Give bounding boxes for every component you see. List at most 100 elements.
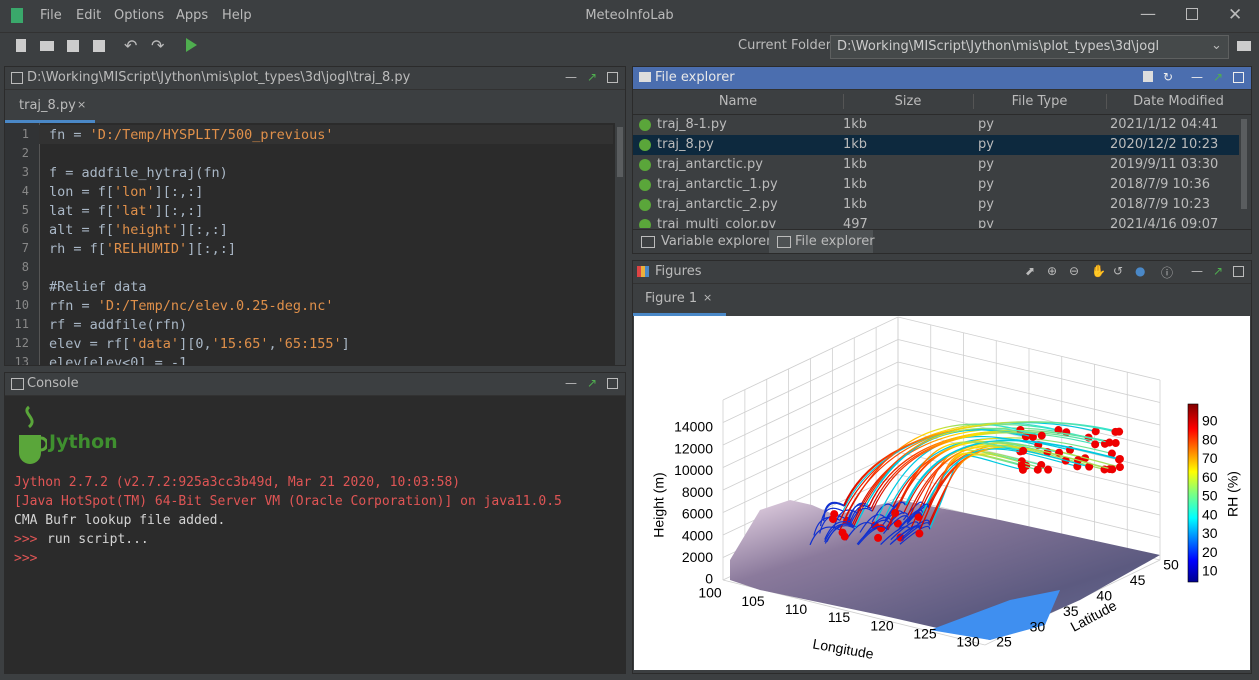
menu-item[interactable]: Options [114,8,165,23]
refresh[interactable]: ↻ [1163,70,1174,84]
new-button[interactable] [16,39,26,52]
file-cell: traj_antarctic_2.py [657,197,778,212]
colorbar [1187,403,1199,583]
file-cell: 2018/7/9 10:36 [1110,177,1210,192]
redo-button[interactable]: ↷ [151,36,165,55]
code-area[interactable]: 1 fn = 'D:/Temp/HYSPLIT/500_previous' 2 3 f … [5,123,625,365]
folder-path-box[interactable]: D:\Working\MIScript\Jython\mis\plot_type… [830,35,1229,59]
jython-logo-text: Jython [49,431,118,453]
panel-minimize[interactable]: — [1191,70,1203,84]
explorer-tab[interactable]: Variable explorer [633,230,771,253]
file-icon [639,179,651,191]
y-tick-label: 45 [1130,572,1146,588]
run-button[interactable] [186,38,197,52]
title-bar: File Edit Options Apps Help MeteoInfoLab — ✕ [0,0,1259,32]
column-title[interactable]: Name [633,94,844,109]
trajectory-end [1111,439,1120,448]
column-title[interactable]: Size [843,94,974,109]
close[interactable]: ✕ [1228,5,1243,25]
file-icon [639,159,651,171]
figure-tab[interactable]: Figure 1 × [633,284,726,316]
zoom-in[interactable]: ⊕ [1047,264,1058,278]
tab-close[interactable]: × [77,98,87,111]
globe-tool[interactable]: ● [1135,264,1146,278]
file-cell: py [978,217,994,228]
panel-maximize[interactable] [607,378,618,389]
panel-float[interactable]: ↗ [587,376,598,390]
scrollbar[interactable] [1239,115,1249,228]
colorbar-tick-label: 40 [1202,506,1218,522]
file-row[interactable]: traj_antarctic_1.py 1kb py 2018/7/9 10:36 [633,175,1239,195]
trajectory [843,421,1116,507]
panel-minimize[interactable]: — [565,376,577,390]
trajectory-end [1028,432,1037,441]
console-text: CMA Bufr lookup file added. [14,513,226,528]
open-button[interactable] [40,41,54,51]
box-line [897,316,1161,381]
tab-icon [641,236,655,248]
panel-minimize[interactable]: — [1191,264,1203,278]
tab-close[interactable]: × [703,291,713,304]
zoom-out[interactable]: ⊖ [1069,264,1080,278]
maximize[interactable] [1186,8,1198,20]
menu-item[interactable]: File [40,8,62,23]
editor-tab[interactable]: traj_8.py × [5,90,95,123]
z-tick-label: 2000 [682,549,713,565]
colorbar-tick-label: 70 [1202,450,1218,466]
menu-item[interactable]: Apps [176,8,209,23]
box-line [722,384,899,468]
line-number: 1 [21,127,29,141]
file-row[interactable]: traj_multi_color.py 497 py 2021/4/16 09:07 [633,215,1239,228]
colorbar-tick-label: 90 [1202,413,1218,429]
panel-minimize[interactable]: — [565,70,577,84]
trajectory-low [889,526,921,546]
file-cell: 2020/12/2 10:23 [1110,137,1219,152]
file-row[interactable]: traj_8.py 1kb py 2020/12/2 10:23 [633,135,1239,155]
line-number: 6 [21,222,29,236]
file-cell: py [978,157,994,172]
rotate-tool[interactable]: ↺ [1113,264,1124,278]
select-tool[interactable]: ⬈ [1025,264,1036,278]
save-all-button[interactable] [93,40,105,52]
minimize[interactable]: — [1140,4,1156,23]
trajectory [919,452,1022,530]
undo-button[interactable]: ↶ [124,36,138,55]
column-title[interactable]: Date Modified [1106,94,1251,109]
open-folder[interactable] [1143,71,1153,82]
info-tool[interactable]: ⓘ [1161,266,1174,280]
save-button[interactable] [67,40,79,52]
trajectory-start [877,524,886,533]
trajectory [890,440,1060,521]
panel-float[interactable]: ↗ [587,70,598,84]
menu-item[interactable]: Edit [76,8,102,23]
dropdown-arrow[interactable]: ⌄ [1211,38,1222,53]
panel-maximize[interactable] [607,72,618,83]
trajectory-low [901,519,930,539]
x-tick-label: 130 [956,634,980,650]
pan-tool[interactable]: ✋ [1091,264,1106,278]
panel-float[interactable]: ↗ [1213,264,1224,278]
explorer-tabs: Variable explorer File explorer [633,229,1251,253]
file-row[interactable]: traj_antarctic_2.py 1kb py 2018/7/9 10:23 [633,195,1239,215]
file-explorer-title: File explorer [655,70,735,85]
file-row[interactable]: traj_8-1.py 1kb py 2021/1/12 04:41 [633,115,1239,135]
trajectory-start [914,512,923,521]
panel-maximize[interactable] [1233,72,1244,83]
menu-item[interactable]: Help [222,8,252,23]
panel-maximize[interactable] [1233,266,1244,277]
trajectory-low [906,505,930,525]
column-title[interactable]: File Type [973,94,1107,109]
scrollbar[interactable] [615,123,625,365]
z-tick-label: 0 [705,571,713,587]
console-text: run script... [47,532,149,547]
box-line [897,384,1161,448]
line-number: 10 [14,298,29,312]
code-line: rfn = 'D:/Temp/nc/elev.0.25-deg.nc' [49,298,334,314]
file-row[interactable]: traj_antarctic.py 1kb py 2019/9/11 03:30 [633,155,1239,175]
explorer-tab[interactable]: File explorer [769,230,875,253]
line-number: 2 [21,146,29,160]
panel-float[interactable]: ↗ [1213,70,1224,84]
code-line: elev = rf['data'][0,'15:65','65:155'] [49,336,350,352]
y-tick-label: 25 [996,634,1012,650]
browse-folder[interactable] [1237,41,1251,51]
